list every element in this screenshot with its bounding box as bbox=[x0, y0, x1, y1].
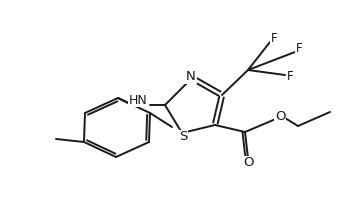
Text: HN: HN bbox=[129, 94, 147, 106]
Text: F: F bbox=[271, 32, 277, 46]
Text: F: F bbox=[296, 42, 302, 55]
Text: N: N bbox=[186, 71, 196, 83]
Text: O: O bbox=[275, 110, 285, 122]
Text: O: O bbox=[244, 157, 254, 170]
Text: F: F bbox=[287, 71, 293, 83]
Text: S: S bbox=[179, 131, 187, 143]
